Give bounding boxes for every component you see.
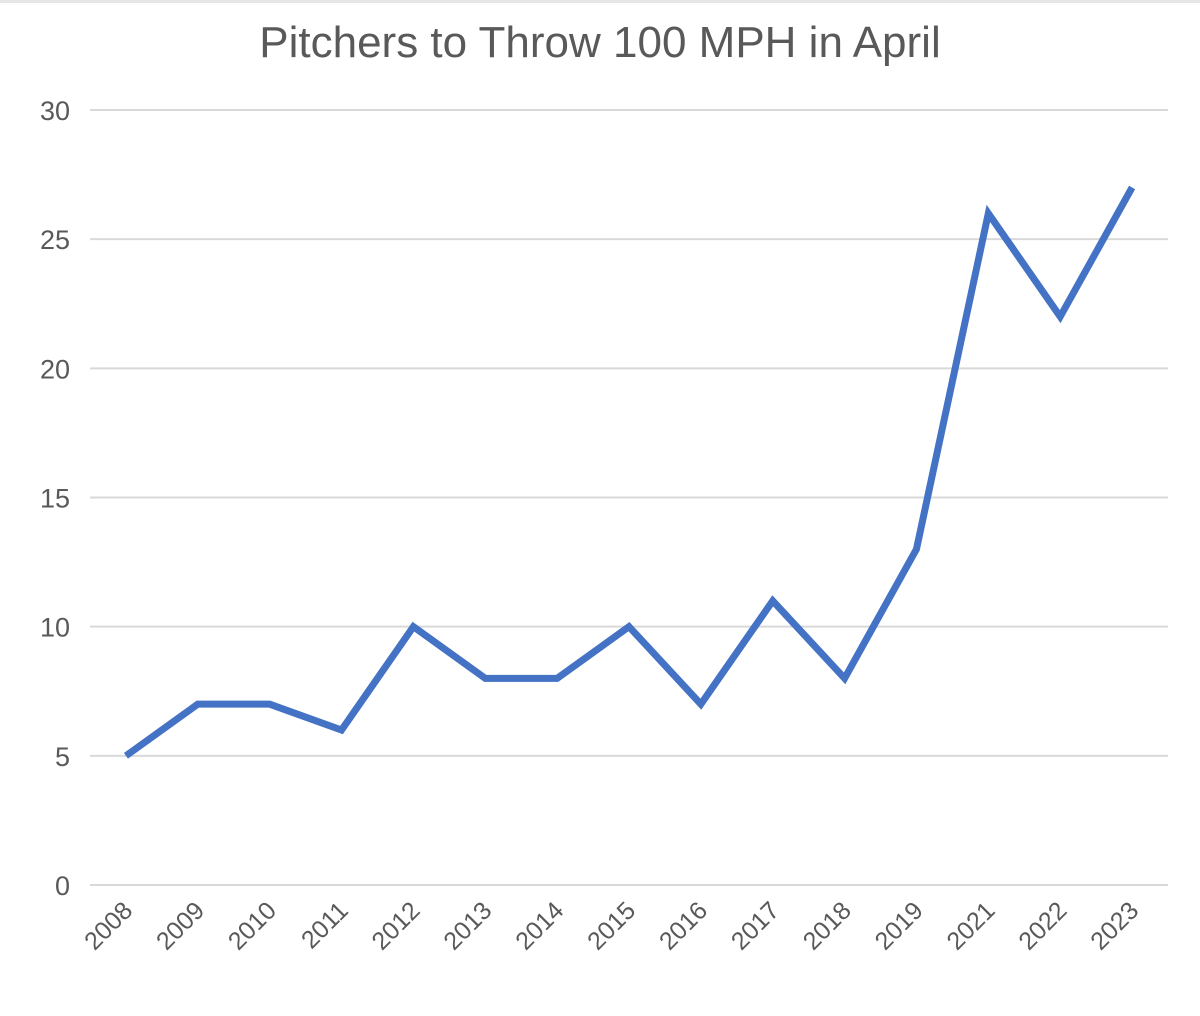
x-tick-label: 2008 [79, 896, 138, 955]
x-tick-label: 2013 [438, 896, 497, 955]
series-line [123, 185, 1136, 759]
y-tick-label: 0 [55, 871, 70, 901]
x-tick-label: 2022 [1013, 896, 1072, 955]
x-tick-label: 2018 [798, 896, 857, 955]
x-tick-label: 2015 [582, 896, 641, 955]
x-tick-label: 2017 [726, 896, 785, 955]
x-tick-label: 2009 [151, 896, 210, 955]
y-tick-label: 20 [40, 354, 70, 384]
y-tick-label: 25 [40, 225, 70, 255]
x-tick-label: 2019 [870, 896, 929, 955]
chart-title: Pitchers to Throw 100 MPH in April [259, 18, 940, 67]
y-tick-label: 30 [40, 96, 70, 126]
x-tick-label: 2021 [941, 896, 1000, 955]
x-tick-label: 2023 [1085, 896, 1144, 955]
x-tick-label: 2016 [654, 896, 713, 955]
y-tick-label: 10 [40, 613, 70, 643]
x-tick-label: 2010 [223, 896, 282, 955]
x-tick-label: 2011 [296, 896, 354, 954]
y-tick-label: 5 [55, 742, 70, 772]
y-tick-label: 15 [40, 484, 70, 514]
x-tick-label: 2012 [367, 896, 426, 955]
top-border [0, 0, 1200, 3]
x-tick-label: 2014 [510, 896, 569, 955]
